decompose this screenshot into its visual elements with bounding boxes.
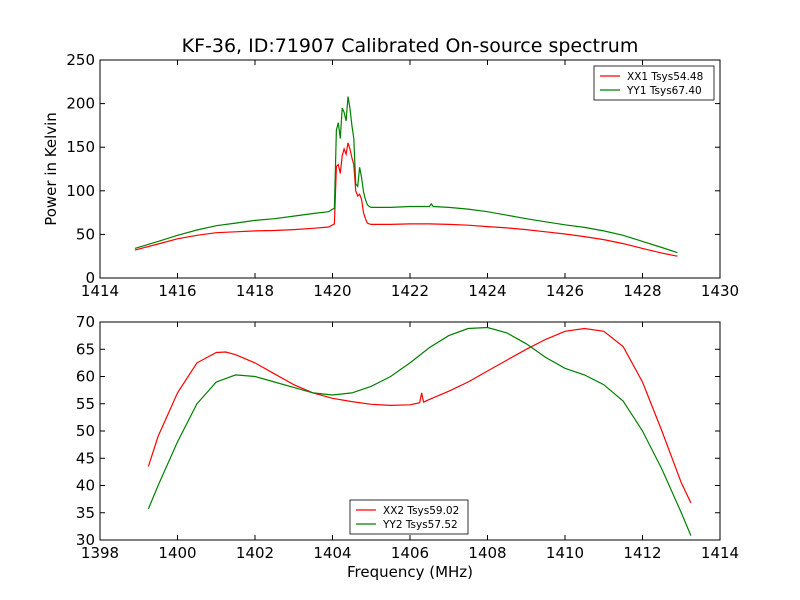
x-tick-label: 1402	[236, 544, 274, 562]
y-tick-label: 0	[85, 269, 95, 287]
x-tick-label: 1398	[81, 544, 119, 562]
y-tick-label: 65	[76, 340, 95, 358]
y-tick-label: 50	[76, 225, 95, 243]
series-line	[134, 142, 678, 257]
x-tick-label: 1420	[313, 282, 351, 300]
legend-entry: YY1 Tsys67.40	[626, 85, 702, 97]
y-tick-label: 250	[66, 51, 95, 69]
y-tick-label: 150	[66, 138, 95, 156]
legend-entry: YY2 Tsys57.52	[382, 519, 458, 531]
legend-entry: XX1 Tsys54.48	[627, 71, 703, 83]
series-line	[147, 327, 692, 504]
bottom-panel: 1398 1400 1402 1404 1406 1408 1410 1412 1414 30 35…	[76, 313, 739, 562]
y-tick-label: 30	[76, 531, 95, 549]
y-tick-label: 45	[76, 449, 95, 467]
x-tick-label: 1412	[623, 544, 661, 562]
y-tick-label: 60	[76, 368, 95, 386]
y-tick-label: 40	[76, 477, 95, 495]
y-tick-label: 70	[76, 313, 95, 331]
x-tick-label: 1426	[546, 282, 584, 300]
x-tick-label: 1414	[81, 282, 119, 300]
top-panel: 1414 1416 1418 1420 1422 1424 1426 1428 1430 0 50 1…	[66, 51, 739, 300]
x-tick-label: 1428	[623, 282, 661, 300]
x-tick-label: 1406	[391, 544, 429, 562]
x-tick-label: 1414	[701, 544, 739, 562]
x-tick-label: 1424	[468, 282, 506, 300]
chart-title: KF-36, ID:71907 Calibrated On-source spe…	[182, 35, 639, 57]
x-tick-label: 1416	[158, 282, 196, 300]
x-tick-label: 1404	[313, 544, 351, 562]
legend-entry: XX2 Tsys59.02	[383, 505, 459, 517]
y-axis-label: Power in Kelvin	[42, 112, 60, 226]
legend-box	[349, 499, 469, 535]
y-tick-label: 35	[76, 504, 95, 522]
x-tick-label: 1422	[391, 282, 429, 300]
x-tick-label: 1400	[158, 544, 196, 562]
y-tick-label: 100	[66, 182, 95, 200]
x-axis-label: Frequency (MHz)	[347, 563, 473, 581]
x-tick-label: 1408	[468, 544, 506, 562]
series-line	[147, 326, 692, 536]
y-tick-label: 55	[76, 395, 95, 413]
legend-box	[593, 65, 715, 101]
y-tick-label: 50	[76, 422, 95, 440]
series-line	[134, 96, 678, 254]
y-tick-label: 200	[66, 95, 95, 113]
x-tick-label: 1418	[236, 282, 274, 300]
x-tick-label: 1430	[701, 282, 739, 300]
x-tick-label: 1410	[546, 544, 584, 562]
